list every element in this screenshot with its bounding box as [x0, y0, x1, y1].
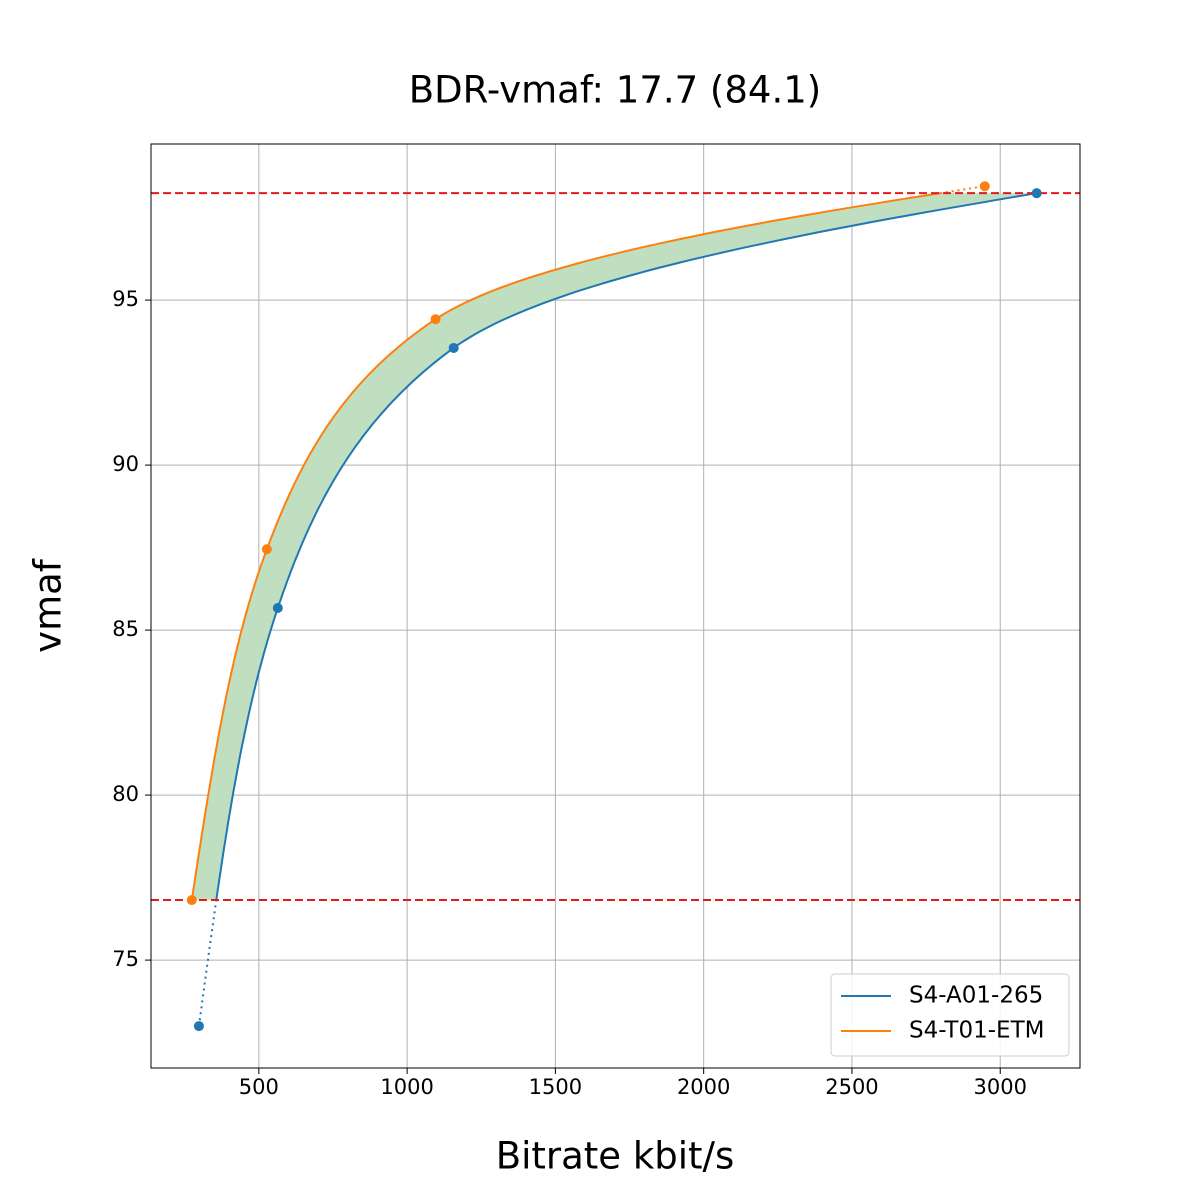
data-point: [448, 342, 459, 353]
legend-box: [830, 973, 1070, 1057]
y-tick-label: 90: [112, 452, 139, 476]
x-tick-label: 500: [239, 1075, 279, 1099]
y-tick-label: 95: [112, 287, 139, 311]
data-point: [193, 1021, 204, 1032]
legend-label: S4-T01-ETM: [909, 1018, 1044, 1044]
legend: S4-A01-265 S4-T01-ETM: [830, 973, 1070, 1057]
x-tick-label: 2000: [677, 1075, 730, 1099]
data-point: [186, 895, 197, 906]
curve-extrapolated: [939, 185, 986, 195]
x-axis-label: Bitrate kbit/s: [496, 1135, 735, 1178]
curve: [215, 192, 1037, 901]
legend-label: S4-A01-265: [909, 983, 1043, 1009]
curve-extrapolated: [197, 899, 218, 1027]
data-point: [1031, 188, 1042, 199]
y-axis-label: vmaf: [27, 558, 70, 653]
plot-frame: [150, 143, 1081, 1069]
x-tick-label: 3000: [973, 1075, 1026, 1099]
data-point: [272, 602, 283, 613]
y-tick-label: 80: [112, 782, 139, 806]
data-point: [430, 314, 441, 325]
x-tick-label: 1500: [529, 1075, 582, 1099]
chart-title: BDR-vmaf: 17.7 (84.1): [409, 69, 821, 112]
y-tick-label: 85: [112, 617, 139, 641]
bd-area: [191, 193, 1037, 900]
x-tick-label: 2500: [825, 1075, 878, 1099]
curve: [190, 192, 941, 901]
y-tick-label: 75: [112, 947, 139, 971]
data-point: [979, 181, 990, 192]
data-point: [261, 544, 272, 555]
x-tick-label: 1000: [380, 1075, 433, 1099]
